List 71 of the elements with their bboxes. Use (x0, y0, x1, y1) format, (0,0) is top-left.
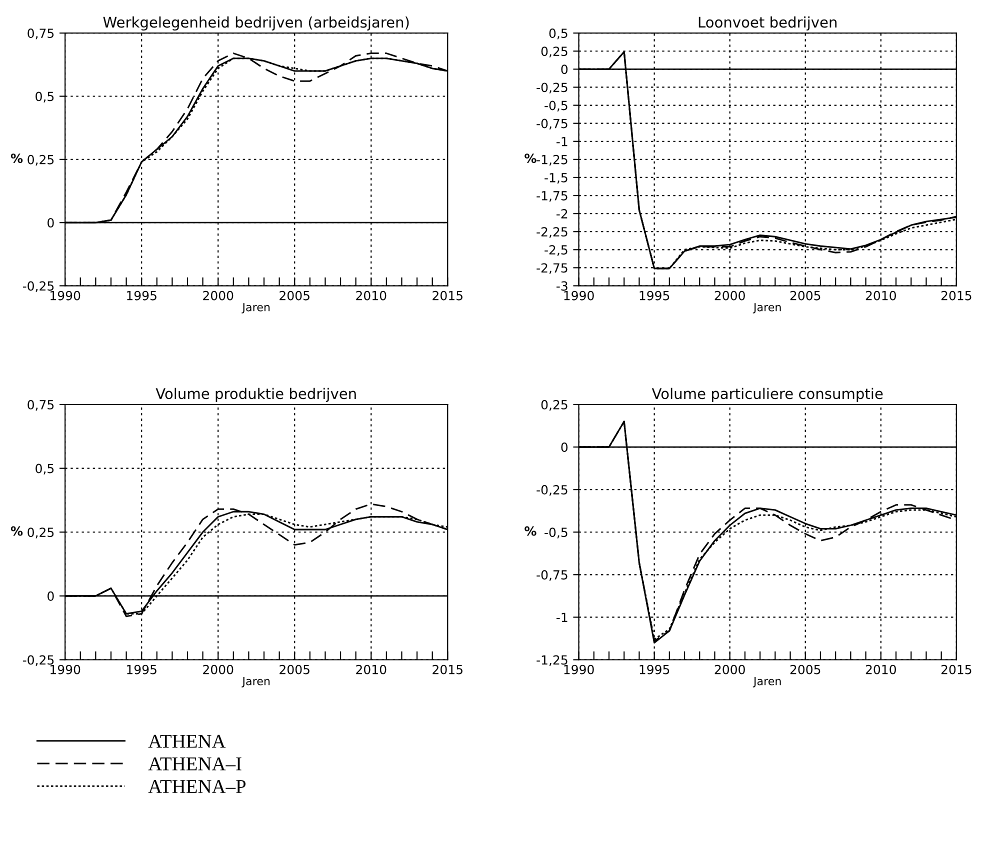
y-tick-label: 0,25 (541, 400, 568, 411)
y-tick-label: -2,25 (536, 227, 568, 238)
legend-label: ATHENA–I (148, 757, 242, 770)
y-tick-label: -0,25 (536, 485, 568, 496)
y-tick-label: 0,75 (28, 28, 54, 40)
chart-title: Werkgelegenheid bedrijven (arbeidsjaren) (103, 16, 409, 31)
y-tick-label: -0,5 (544, 528, 568, 538)
x-tick-label: 2015 (432, 290, 462, 300)
y-tick-label: -1,75 (536, 191, 568, 202)
x-tick-label: 2005 (280, 664, 310, 674)
x-tick-label: 2015 (941, 290, 972, 300)
y-tick-label: 0 (561, 442, 568, 452)
y-tick-label: -2 (556, 209, 568, 218)
x-tick-label: 1990 (50, 664, 80, 674)
y-tick-label: -1,5 (544, 173, 568, 184)
x-tick-label: 2000 (714, 664, 745, 674)
x-tick-label: 1995 (127, 290, 156, 300)
y-tick-label: -0,25 (22, 281, 54, 292)
y-tick-label: -0,25 (536, 82, 568, 94)
x-tick-label: 2000 (714, 290, 745, 300)
x-tick-label: 2005 (280, 290, 310, 300)
x-tick-label: 2015 (432, 664, 462, 674)
x-tick-label: 1990 (564, 664, 594, 674)
y-tick-label: -1 (556, 137, 568, 146)
y-tick-label: 0,25 (541, 46, 568, 58)
y-axis-title: % (10, 154, 23, 164)
y-tick-label: 0,25 (28, 528, 54, 538)
chart-title: Loonvoet bedrijven (698, 16, 836, 31)
legend-label: ATHENA–P (148, 780, 246, 793)
x-axis-title: Jaren (242, 677, 270, 688)
y-tick-label: -1,25 (536, 154, 568, 166)
y-tick-label: -0,5 (544, 100, 568, 112)
y-tick-label: -2,5 (544, 245, 568, 256)
chart-title: Volume particuliere consumptie (652, 388, 883, 402)
y-tick-label: -1 (556, 612, 568, 622)
y-axis-title: % (10, 526, 23, 536)
x-tick-label: 2005 (790, 290, 820, 300)
y-tick-label: 0,75 (28, 400, 54, 411)
y-tick-label: -0,75 (536, 118, 568, 130)
x-axis-title: Jaren (752, 303, 781, 314)
x-tick-label: 2005 (790, 664, 820, 674)
x-tick-label: 2010 (356, 290, 386, 300)
x-tick-label: 2000 (203, 290, 234, 300)
x-tick-label: 2000 (203, 664, 234, 674)
y-tick-label: -3 (556, 281, 568, 291)
y-tick-label: -1,25 (536, 655, 568, 666)
y-tick-label: 0 (561, 64, 568, 74)
y-tick-label: 0,5 (36, 92, 54, 102)
y-tick-label: 0 (48, 591, 54, 601)
x-tick-label: 1990 (50, 290, 80, 300)
x-axis-title: Jaren (752, 677, 781, 688)
y-tick-label: -2,75 (536, 263, 568, 274)
x-tick-label: 1990 (564, 290, 594, 300)
x-tick-label: 1995 (127, 664, 156, 674)
y-tick-label: 0,5 (549, 28, 568, 40)
x-tick-label: 2010 (866, 290, 896, 300)
x-tick-label: 2010 (356, 664, 386, 674)
x-tick-label: 1995 (640, 664, 670, 674)
legend-label: ATHENA (148, 734, 226, 748)
y-tick-label: 0,5 (36, 464, 54, 475)
x-tick-label: 1995 (640, 290, 670, 300)
y-tick-label: 0,25 (28, 154, 54, 166)
x-tick-label: 2015 (941, 664, 972, 674)
x-axis-title: Jaren (242, 303, 270, 314)
y-axis-title: % (524, 154, 536, 164)
y-tick-label: 0 (48, 218, 54, 228)
x-tick-label: 2010 (866, 664, 896, 674)
y-tick-label: -0,75 (536, 570, 568, 581)
y-tick-label: -0,25 (22, 655, 54, 666)
chart-title: Volume produktie bedrijven (156, 388, 356, 402)
y-axis-title: % (524, 526, 536, 536)
